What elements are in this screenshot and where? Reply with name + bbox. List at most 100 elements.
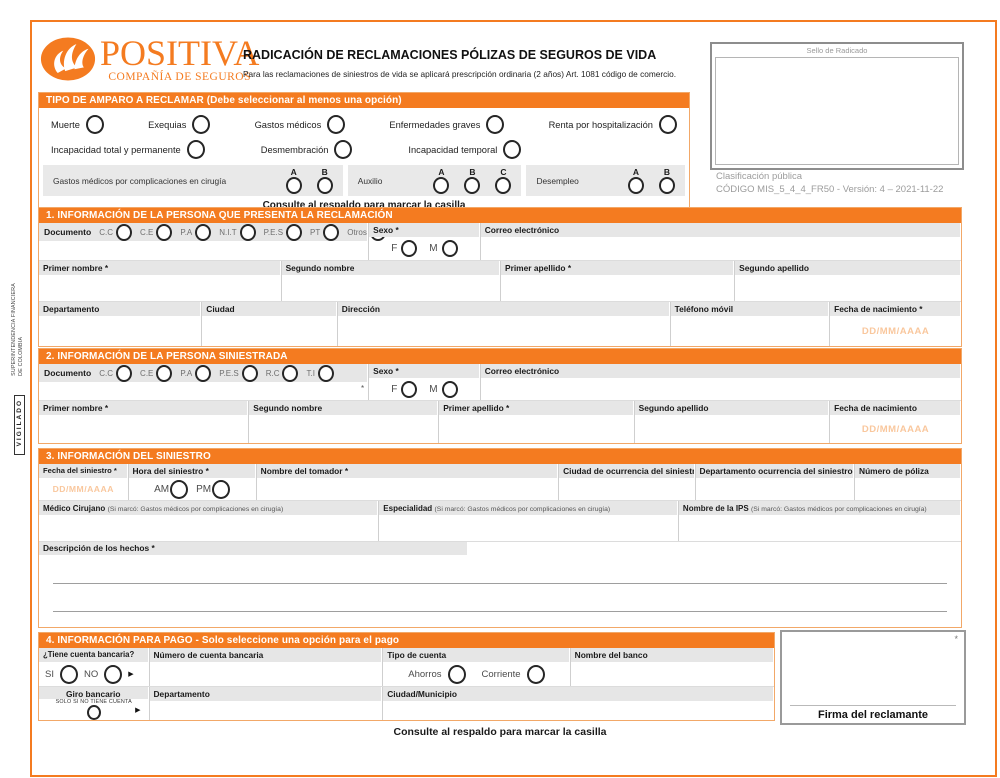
firma-box[interactable]: * Firma del reclamante — [780, 630, 966, 725]
label-segundo-apellido-1: Segundo apellido — [735, 261, 960, 275]
radio-am[interactable] — [170, 479, 189, 499]
field-direccion-1: Dirección — [336, 302, 670, 346]
radio-corriente[interactable] — [526, 664, 545, 684]
radio-desmembracion[interactable] — [334, 140, 353, 159]
label-direccion-1: Dirección — [337, 302, 669, 316]
field-nombre-ips: Nombre de la IPS (Si marcó: Gastos médic… — [677, 501, 961, 541]
date-placeholder: DD/MM/AAAA — [861, 325, 930, 337]
input-nombre-banco[interactable] — [571, 662, 774, 686]
radio-gastos-cirugia-b[interactable] — [316, 176, 333, 194]
writing-line[interactable] — [53, 611, 947, 612]
input-fecha-nacimiento-2[interactable]: DD/MM/AAAA — [830, 415, 961, 443]
radio-s1-ce[interactable] — [156, 223, 173, 241]
input-segundo-apellido-1[interactable] — [735, 275, 961, 301]
arrow-right-icon: ▶ — [128, 671, 134, 678]
input-correo-2[interactable] — [481, 378, 961, 400]
radio-s2-pa[interactable] — [195, 364, 212, 382]
input-ciudad-ocurrencia[interactable] — [559, 478, 694, 500]
radio-desempleo-a[interactable] — [628, 176, 644, 194]
radio-gastos-medicos[interactable] — [327, 115, 346, 134]
label-telefono-1: Teléfono móvil — [670, 302, 829, 316]
label-numero-cuenta: Número de cuenta bancaria — [149, 648, 382, 662]
label-correo-1: Correo electrónico — [480, 223, 960, 237]
input-departamento-pago[interactable] — [150, 701, 383, 720]
label-departamento-1: Departamento — [39, 302, 201, 316]
label-primer-nombre-1: Primer nombre * — [39, 261, 280, 275]
sello-radicado-area[interactable] — [715, 57, 959, 165]
field-medico-cirujano: Médico Cirujano (Si marcó: Gastos médico… — [39, 501, 378, 541]
radio-desempleo-b[interactable] — [659, 176, 675, 194]
input-numero-poliza[interactable] — [855, 478, 961, 500]
radio-enfermedades-graves[interactable] — [486, 115, 505, 134]
input-primer-apellido-2[interactable] — [439, 415, 633, 443]
input-ciudad-municipio[interactable] — [383, 701, 774, 720]
input-departamento-1[interactable] — [39, 316, 201, 346]
input-documento-1[interactable] — [39, 241, 368, 260]
input-documento-2[interactable]: * — [39, 382, 368, 400]
radio-s2-ti[interactable] — [317, 364, 334, 382]
label-documento-1: Documento — [44, 227, 92, 237]
radio-incapacidad-total[interactable] — [186, 140, 205, 159]
label-option-b: B — [469, 166, 476, 177]
input-segundo-nombre-1[interactable] — [282, 275, 500, 301]
field-departamento-ocurrencia: Departamento ocurrencia del siniestro — [694, 464, 855, 500]
radio-s1-nit[interactable] — [239, 223, 256, 241]
radio-s2-sexo-f[interactable] — [401, 380, 418, 398]
input-primer-nombre-1[interactable] — [39, 275, 281, 301]
input-fecha-siniestro[interactable]: DD/MM/AAAA — [39, 478, 128, 500]
radio-s1-pt[interactable] — [323, 223, 340, 241]
input-nombre-tomador[interactable] — [257, 478, 558, 500]
input-nombre-ips[interactable] — [679, 515, 961, 541]
radio-ahorros[interactable] — [447, 664, 466, 684]
radio-s2-cc[interactable] — [116, 364, 133, 382]
radio-s1-sexo-f[interactable] — [401, 240, 418, 257]
input-numero-cuenta[interactable] — [150, 662, 383, 686]
radio-s2-pes[interactable] — [241, 364, 258, 382]
input-primer-apellido-1[interactable] — [501, 275, 734, 301]
radio-s1-cc[interactable] — [116, 223, 133, 241]
label-medico-cirujano-note: (Si marcó: Gastos médicos por complicaci… — [107, 506, 284, 513]
positiva-logo: POSITIVA COMPAÑÍA DE SEGUROS — [40, 35, 259, 87]
radio-gastos-cirugia-a[interactable] — [285, 176, 302, 194]
radio-s2-ce[interactable] — [156, 364, 173, 382]
section-tipo-amparo: TIPO DE AMPARO A RECLAMAR (Debe seleccio… — [38, 92, 690, 214]
radio-cuenta-no[interactable] — [104, 664, 123, 684]
input-fecha-nacimiento-1[interactable]: DD/MM/AAAA — [830, 316, 961, 346]
radio-cuenta-si[interactable] — [59, 664, 78, 684]
radio-giro-bancario[interactable] — [86, 705, 101, 720]
radio-s2-sexo-m[interactable] — [441, 380, 458, 398]
input-primer-nombre-2[interactable] — [39, 415, 248, 443]
section-4: 4. INFORMACIÓN PARA PAGO - Solo seleccio… — [38, 632, 775, 721]
input-ciudad-1[interactable] — [202, 316, 337, 346]
radio-exequias[interactable] — [192, 115, 211, 134]
label-am: AM — [154, 483, 170, 495]
input-especialidad[interactable] — [379, 515, 678, 541]
input-descripcion-hechos[interactable] — [39, 555, 961, 627]
radio-muerte[interactable] — [85, 115, 104, 134]
writing-line[interactable] — [53, 583, 947, 584]
input-telefono-1[interactable] — [671, 316, 830, 346]
radio-auxilio-c[interactable] — [495, 176, 512, 194]
label-pa: P.A — [180, 368, 193, 378]
radio-auxilio-b[interactable] — [464, 176, 481, 194]
input-correo-1[interactable] — [481, 237, 961, 260]
input-segundo-nombre-2[interactable] — [249, 415, 438, 443]
radio-s1-pes[interactable] — [286, 223, 303, 241]
input-medico-cirujano[interactable] — [39, 515, 378, 541]
radio-incapacidad-temporal[interactable] — [503, 140, 522, 159]
radio-s2-rc[interactable] — [282, 364, 299, 382]
section-2-header: 2. INFORMACIÓN DE LA PERSONA SINIESTRADA — [39, 349, 961, 364]
radio-s1-pa[interactable] — [195, 223, 212, 241]
label-cc: C.C — [99, 368, 114, 378]
input-direccion-1[interactable] — [338, 316, 670, 346]
field-ciudad-1: Ciudad — [201, 302, 337, 346]
input-segundo-apellido-2[interactable] — [635, 415, 829, 443]
radio-s1-sexo-m[interactable] — [441, 240, 458, 257]
input-departamento-ocurrencia[interactable] — [696, 478, 855, 500]
radio-renta-hospitalizacion[interactable] — [658, 115, 677, 134]
label-departamento-ocurrencia: Departamento ocurrencia del siniestro — [695, 464, 854, 478]
radio-auxilio-a[interactable] — [433, 176, 450, 194]
radio-pm[interactable] — [212, 479, 231, 499]
section-tipo-amparo-header: TIPO DE AMPARO A RECLAMAR (Debe seleccio… — [39, 93, 689, 108]
field-correo-2: Correo electrónico — [479, 364, 961, 400]
